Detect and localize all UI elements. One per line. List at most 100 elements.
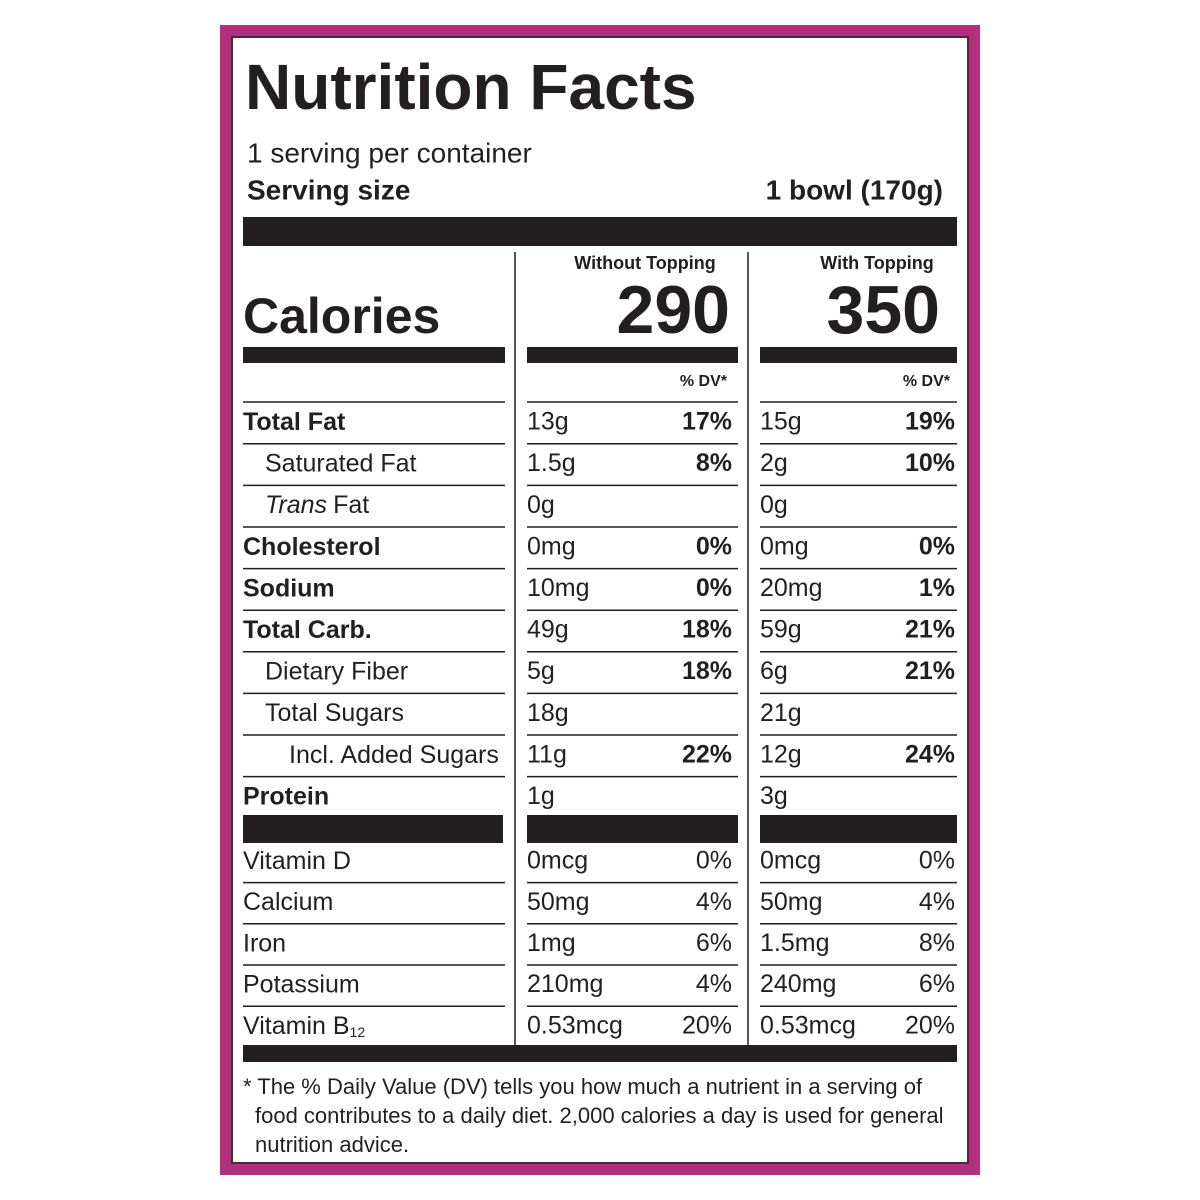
name: Protein <box>243 782 329 810</box>
name: Potassium <box>243 970 360 998</box>
daily-value: 4% <box>919 888 955 916</box>
column-heading: With Topping <box>820 253 933 273</box>
nutrient-name: Saturated Fat <box>265 449 417 477</box>
footnote: * The % Daily Value (DV) tells you how m… <box>243 1074 944 1157</box>
amount: 1.5mg <box>760 929 829 957</box>
thick-bar <box>243 217 957 246</box>
daily-value: 0% <box>919 847 955 875</box>
daily-value: 20% <box>905 1011 955 1039</box>
name: Incl. Added Sugars <box>289 740 499 768</box>
amount: 10mg <box>527 574 590 602</box>
amount: 50mg <box>760 888 823 916</box>
amount: 1mg <box>527 929 576 957</box>
daily-value: 20% <box>682 1011 732 1039</box>
nutrient-name: Vitamin B12 <box>243 1011 365 1039</box>
amount: 3g <box>760 782 788 810</box>
daily-value: 17% <box>682 408 732 436</box>
column-heading: Without Topping <box>574 253 715 273</box>
nutrient-name: Incl. Added Sugars <box>289 740 499 768</box>
bar <box>243 1045 957 1062</box>
calories-value: 350 <box>827 272 940 348</box>
amount: 15g <box>760 408 802 436</box>
amount: 59g <box>760 616 802 644</box>
bar <box>527 347 738 363</box>
amount: 49g <box>527 616 569 644</box>
daily-value: 19% <box>905 408 955 436</box>
amount: 0.53mcg <box>527 1011 623 1039</box>
daily-value: 22% <box>682 740 732 768</box>
dv-header: % DV* <box>903 373 951 390</box>
name: Total Carb. <box>243 616 372 644</box>
frame-inner <box>231 36 969 1164</box>
daily-value: 1% <box>919 574 955 602</box>
daily-value: 21% <box>905 616 955 644</box>
bar <box>243 815 503 843</box>
dv-header: % DV* <box>680 373 728 390</box>
subscript: 12 <box>350 1024 366 1040</box>
amount: 0mcg <box>527 847 588 875</box>
amount: 2g <box>760 449 788 477</box>
name: Vitamin B <box>243 1011 350 1039</box>
serving-size-value: 1 bowl (170g) <box>766 174 943 205</box>
title: Nutrition Facts <box>245 51 697 123</box>
daily-value: 8% <box>919 929 955 957</box>
name: Vitamin D <box>243 847 351 875</box>
bar <box>243 347 505 363</box>
italic-name: Trans <box>265 491 327 519</box>
daily-value: 6% <box>696 929 732 957</box>
amount: 18g <box>527 699 569 727</box>
daily-value: 8% <box>696 449 732 477</box>
nutrient-name: Total Fat <box>243 408 346 436</box>
amount: 210mg <box>527 970 603 998</box>
nutrient-name: Cholesterol <box>243 532 381 560</box>
daily-value: 0% <box>696 532 732 560</box>
daily-value: 0% <box>919 532 955 560</box>
nutrient-name: Protein <box>243 782 329 810</box>
amount: 0mg <box>527 532 576 560</box>
amount: 11g <box>527 740 567 768</box>
daily-value: 4% <box>696 888 732 916</box>
daily-value: 10% <box>905 449 955 477</box>
amount: 0mg <box>760 532 809 560</box>
nutrient-name: Vitamin D <box>243 847 351 875</box>
servings: 1 serving per container <box>247 137 532 168</box>
name: Sodium <box>243 574 335 602</box>
amount: 6g <box>760 657 788 685</box>
amount: 0mcg <box>760 847 821 875</box>
amount: 21g <box>760 699 802 727</box>
daily-value: 4% <box>696 970 732 998</box>
bar <box>760 815 957 843</box>
nutrient-name: Total Sugars <box>265 699 404 727</box>
name: Total Fat <box>243 408 346 436</box>
daily-value: 0% <box>696 574 732 602</box>
name: Saturated Fat <box>265 449 417 477</box>
amount: 1g <box>527 782 555 810</box>
nutrient-name: Sodium <box>243 574 335 602</box>
nutrient-name: Potassium <box>243 970 360 998</box>
amount: 12g <box>760 740 802 768</box>
nutrient-name: Trans Fat <box>265 491 369 519</box>
name: Calcium <box>243 888 333 916</box>
calories-value: 290 <box>617 272 730 348</box>
name: Dietary Fiber <box>265 657 408 685</box>
daily-value: 0% <box>696 847 732 875</box>
bar <box>527 815 738 843</box>
serving-size-label: Serving size <box>247 174 410 205</box>
daily-value: 6% <box>919 970 955 998</box>
amount: 0g <box>527 491 555 519</box>
daily-value: 18% <box>682 616 732 644</box>
name: Cholesterol <box>243 532 381 560</box>
amount: 50mg <box>527 888 590 916</box>
amount: 0g <box>760 491 788 519</box>
calories-label: Calories <box>243 288 440 344</box>
name: Total Sugars <box>265 699 404 727</box>
amount: 20mg <box>760 574 823 602</box>
amount: 13g <box>527 408 569 436</box>
amount: 0.53mcg <box>760 1011 856 1039</box>
daily-value: 21% <box>905 657 955 685</box>
nutrient-name: Calcium <box>243 888 333 916</box>
bar <box>760 347 957 363</box>
nutrient-name: Iron <box>243 929 286 957</box>
